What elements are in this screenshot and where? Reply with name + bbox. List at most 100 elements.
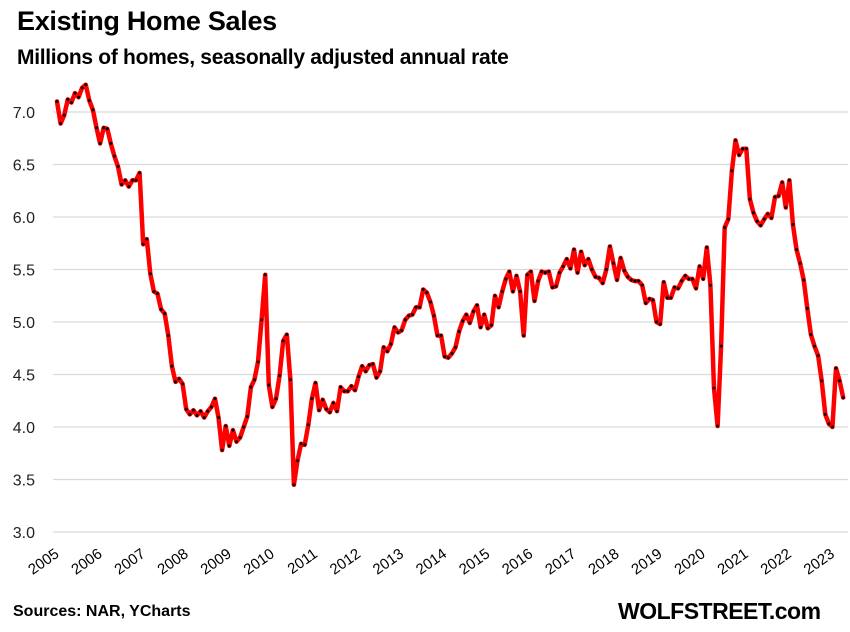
x-tick-label: 2007 [111, 545, 148, 578]
data-point [142, 243, 145, 246]
data-point [257, 360, 260, 363]
data-point [522, 334, 525, 337]
data-point [174, 380, 177, 383]
data-point [802, 279, 805, 282]
data-point [519, 290, 522, 293]
data-point [361, 365, 364, 368]
data-point [145, 238, 148, 241]
data-point [81, 86, 84, 89]
data-point [124, 179, 127, 182]
data-point [138, 171, 141, 174]
data-point [705, 246, 708, 249]
data-point [684, 274, 687, 277]
data-point [680, 280, 683, 283]
data-point [450, 352, 453, 355]
data-point [555, 285, 558, 288]
data-point [167, 334, 170, 337]
y-axis-ticks: 3.03.54.04.55.05.56.06.57.0 [13, 105, 35, 542]
data-point [547, 270, 550, 273]
data-point [766, 212, 769, 215]
data-point [712, 387, 715, 390]
data-point [91, 108, 94, 111]
data-point [300, 442, 303, 445]
data-point [432, 314, 435, 317]
data-point [425, 291, 428, 294]
data-point [163, 312, 166, 315]
y-tick-label: 4.5 [13, 368, 35, 385]
data-point [303, 443, 306, 446]
data-point [476, 304, 479, 307]
data-point [249, 386, 252, 389]
data-point [669, 296, 672, 299]
data-point [515, 274, 518, 277]
data-point [501, 290, 504, 293]
data-point [379, 370, 382, 373]
data-point [734, 139, 737, 142]
data-point [781, 181, 784, 184]
data-point [267, 384, 270, 387]
data-point [497, 306, 500, 309]
data-point [468, 322, 471, 325]
data-point [565, 258, 568, 261]
x-tick-label: 2008 [154, 545, 191, 578]
data-point [203, 416, 206, 419]
data-point [318, 409, 321, 412]
brand-watermark: WOLFSTREET.com [618, 598, 821, 625]
data-point [63, 114, 66, 117]
data-point [738, 154, 741, 157]
data-point [558, 271, 561, 274]
data-point [192, 409, 195, 412]
data-point [328, 411, 331, 414]
y-tick-label: 5.0 [13, 315, 35, 332]
y-tick-label: 6.5 [13, 158, 35, 175]
data-point [404, 318, 407, 321]
data-point [651, 298, 654, 301]
y-tick-label: 4.0 [13, 420, 35, 437]
data-point [741, 147, 744, 150]
data-point [637, 280, 640, 283]
data-point [648, 297, 651, 300]
data-point [540, 270, 543, 273]
x-tick-label: 2009 [198, 545, 235, 578]
data-point [307, 423, 310, 426]
data-point [59, 122, 62, 125]
data-point [185, 408, 188, 411]
data-point [730, 169, 733, 172]
data-point [160, 308, 163, 311]
data-point [109, 142, 112, 145]
data-point [784, 206, 787, 209]
data-point [580, 250, 583, 253]
data-point [820, 379, 823, 382]
data-point [289, 378, 292, 381]
data-point [777, 195, 780, 198]
data-point [763, 218, 766, 221]
data-point [605, 268, 608, 271]
x-tick-label: 2018 [585, 545, 622, 578]
data-point [149, 272, 152, 275]
data-point [529, 270, 532, 273]
data-point [156, 292, 159, 295]
data-point [415, 306, 418, 309]
data-point [382, 346, 385, 349]
data-point [745, 147, 748, 150]
data-point [752, 211, 755, 214]
data-point [824, 413, 827, 416]
data-point [817, 354, 820, 357]
x-tick-label: 2010 [241, 545, 278, 578]
data-point [264, 273, 267, 276]
data-point [655, 321, 658, 324]
y-tick-label: 6.0 [13, 210, 35, 227]
data-point [73, 92, 76, 95]
series-existing-home-sales [56, 83, 845, 486]
data-point [562, 265, 565, 268]
y-tick-label: 7.0 [13, 105, 35, 122]
data-point [217, 416, 220, 419]
data-point [206, 410, 209, 413]
data-point [364, 370, 367, 373]
data-point [666, 296, 669, 299]
data-point [253, 378, 256, 381]
data-point [723, 226, 726, 229]
data-point [813, 345, 816, 348]
data-point [375, 376, 378, 379]
data-point [619, 256, 622, 259]
